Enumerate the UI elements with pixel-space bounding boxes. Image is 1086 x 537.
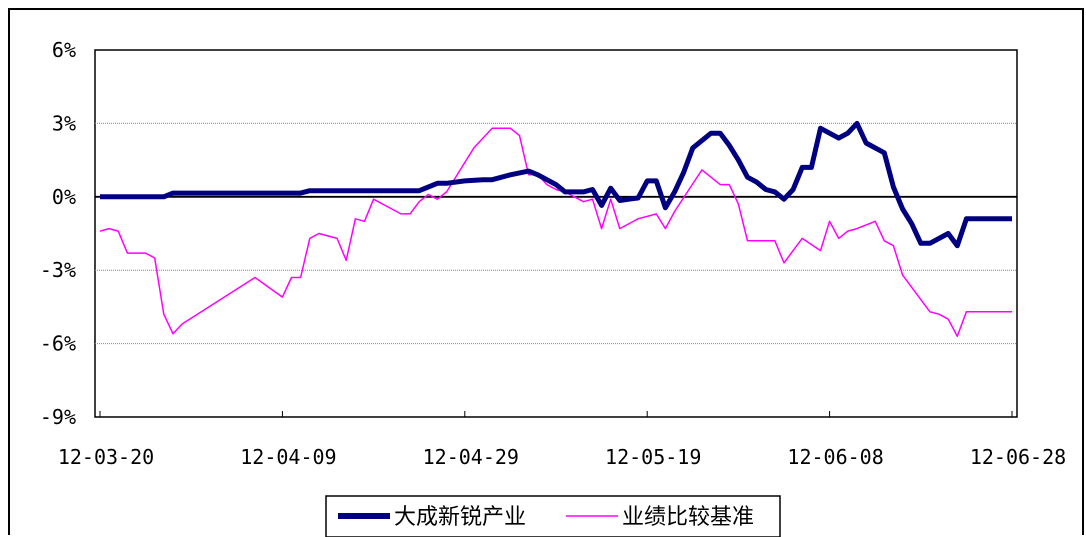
- x-tick-label: 12-05-19: [605, 445, 701, 469]
- x-tick-label: 12-06-28: [970, 445, 1066, 469]
- y-axis-tick-labels: 6% 3% 0% -3% -6% -9%: [40, 38, 76, 429]
- y-tick-label: 6%: [52, 38, 76, 62]
- x-tick-label: 12-03-20: [58, 445, 154, 469]
- gridlines: [95, 122, 1017, 345]
- x-axis-tick-labels: 12-03-20 12-04-09 12-04-29 12-05-19 12-0…: [58, 445, 1066, 469]
- legend: 大成新锐产业 业绩比较基准: [325, 495, 781, 537]
- x-axis-ticks: [99, 411, 1013, 417]
- y-tick-label: -3%: [40, 258, 76, 282]
- y-tick-label: -6%: [40, 332, 76, 356]
- y-tick-label: 3%: [52, 111, 76, 135]
- y-tick-label: 0%: [52, 185, 76, 209]
- x-tick-label: 12-06-08: [787, 445, 883, 469]
- y-tick-label: -9%: [40, 405, 76, 429]
- x-tick-label: 12-04-29: [423, 445, 519, 469]
- legend-label-fund: 大成新锐产业: [394, 505, 526, 530]
- series-line-benchmark: [99, 127, 1012, 338]
- plot-area: [94, 49, 1018, 418]
- series-line-fund: [100, 120, 1012, 249]
- legend-label-benchmark: 业绩比较基准: [622, 505, 754, 530]
- x-tick-label: 12-04-09: [240, 445, 336, 469]
- series-lines: [99, 120, 1012, 338]
- legend-box: [325, 495, 781, 537]
- chart-frame: [8, 8, 1084, 535]
